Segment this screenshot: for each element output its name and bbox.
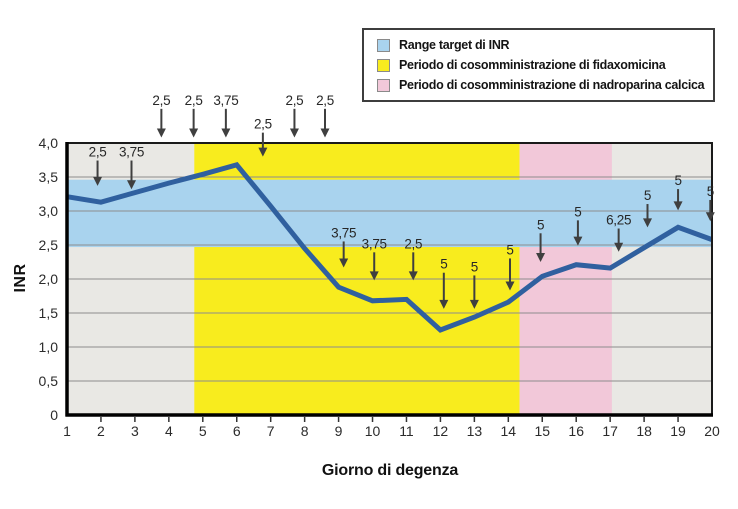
inr-series-line — [66, 161, 713, 333]
fidaxomicina-swatch-icon — [377, 58, 390, 72]
x-axis-title: Giorno di degenza — [321, 462, 459, 479]
dose-annotation-label: 5 — [707, 184, 714, 199]
x-tick-label: 14 — [501, 423, 517, 439]
dose-annotation-label: 6,25 — [606, 213, 631, 228]
y-tick-label: 2,5 — [39, 237, 59, 253]
dose-annotation-label: 2,5 — [152, 93, 170, 108]
down-arrow-icon — [221, 128, 231, 138]
x-tick-label: 9 — [335, 423, 343, 439]
y-tick-label: 4,0 — [39, 135, 59, 151]
dose-annotation-label: 5 — [440, 257, 447, 272]
down-arrow-icon — [536, 253, 546, 262]
nadroparina-swatch-icon — [377, 78, 390, 92]
down-arrow-icon — [258, 147, 268, 157]
x-tick-label: 5 — [199, 423, 207, 439]
x-tick-label: 12 — [433, 423, 449, 439]
down-arrow-icon — [643, 218, 652, 228]
x-tick-label: 4 — [165, 423, 173, 439]
x-tick-label: 6 — [233, 423, 241, 439]
down-arrow-icon — [127, 180, 136, 190]
dose-annotation-label: 5 — [674, 173, 681, 188]
dose-annotation-label: 3,75 — [213, 93, 238, 108]
dose-annotation-label: 2,5 — [254, 117, 272, 132]
down-arrow-icon — [189, 128, 199, 138]
y-tick-label: 3,5 — [39, 169, 59, 185]
down-arrow-icon — [369, 271, 379, 281]
x-tick-label: 20 — [704, 423, 720, 439]
dose-annotation-label: 5 — [644, 188, 651, 203]
x-tick-label: 1 — [63, 423, 71, 439]
dose-annotation-label: 2,5 — [286, 93, 304, 108]
y-tick-label: 1,5 — [39, 305, 59, 321]
down-arrow-icon — [339, 258, 349, 268]
y-tick-label: 1,0 — [39, 339, 59, 355]
dose-annotation-label: 5 — [537, 217, 544, 232]
y-tick-label: 3,0 — [39, 203, 59, 219]
y-tick-label: 2,0 — [39, 271, 59, 287]
down-arrow-icon — [439, 299, 449, 309]
x-tick-label: 2 — [97, 423, 105, 439]
target-range-swatch-icon — [377, 38, 390, 52]
x-tick-label: 13 — [467, 423, 483, 439]
down-arrow-icon — [673, 201, 683, 211]
x-tick-label: 17 — [602, 423, 618, 439]
x-tick-label: 8 — [301, 423, 309, 439]
legend-item-nadroparina: Periodo di cosomministrazione di nadropa… — [377, 78, 709, 92]
legend-item-fidaxomicina: Periodo di cosomministrazione di fidaxom… — [377, 58, 709, 72]
down-arrow-icon — [408, 271, 418, 281]
dose-annotation-label: 2,5 — [89, 145, 107, 160]
dose-annotation-label: 5 — [574, 204, 581, 219]
dose-annotation-label: 5 — [506, 242, 513, 257]
x-tick-label: 11 — [399, 423, 414, 439]
y-tick-label: 0,5 — [39, 373, 59, 389]
y-axis-title: INR — [12, 263, 29, 293]
dose-annotation-label: 2,5 — [316, 93, 334, 108]
x-tick-label: 3 — [131, 423, 139, 439]
down-arrow-icon — [469, 299, 479, 309]
down-arrow-icon — [320, 128, 330, 138]
down-arrow-icon — [289, 128, 299, 138]
dose-annotation-label: 2,5 — [185, 93, 203, 108]
dose-annotation-label: 2,5 — [404, 236, 422, 251]
down-arrow-icon — [93, 176, 103, 186]
down-arrow-icon — [573, 236, 583, 246]
legend-item-label: Periodo di cosomministrazione di nadropa… — [399, 78, 705, 92]
target-range-band — [67, 179, 712, 248]
x-tick-label: 7 — [267, 423, 275, 439]
legend-item-label: Range target di INR — [399, 38, 510, 52]
legend-item-range-target: Range target di INR — [377, 38, 709, 52]
legend-item-label: Periodo di cosomministrazione di fidaxom… — [399, 58, 666, 72]
y-tick-label: 0 — [50, 407, 58, 423]
x-tick-label: 10 — [365, 423, 381, 439]
dose-annotation-label: 3,75 — [119, 145, 144, 160]
down-arrow-icon — [505, 281, 515, 291]
x-tick-label: 18 — [636, 423, 652, 439]
legend: Range target di INR Periodo di cosommini… — [362, 28, 715, 102]
x-tick-label: 15 — [534, 423, 550, 439]
dose-annotation-label: 3,75 — [362, 236, 387, 251]
down-arrow-icon — [614, 242, 624, 252]
dose-annotation-label: 3,75 — [331, 225, 356, 240]
x-tick-label: 19 — [670, 423, 686, 439]
down-arrow-icon — [705, 212, 715, 222]
dose-annotation-label: 5 — [471, 259, 478, 274]
down-arrow-icon — [156, 128, 166, 138]
x-tick-label: 16 — [568, 423, 584, 439]
